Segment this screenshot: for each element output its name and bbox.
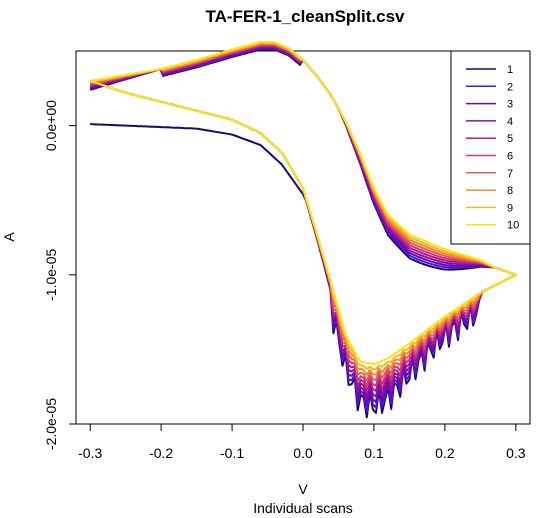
series-layer xyxy=(89,41,517,419)
x-tick-label: 0.3 xyxy=(506,445,526,461)
chart-subtitle: Individual scans xyxy=(253,500,353,516)
legend-label-2: 2 xyxy=(507,81,513,93)
x-axis: -0.3 -0.2 -0.1 0.0 0.1 0.2 0.3 xyxy=(78,423,526,461)
y-tick-label: -2.0e-05 xyxy=(43,398,59,450)
legend-label-5: 5 xyxy=(507,133,513,145)
x-tick-label: 0.1 xyxy=(364,445,384,461)
chart-title: TA-FER-1_cleanSplit.csv xyxy=(205,7,405,26)
y-axis-label: A xyxy=(1,232,17,242)
x-tick-label: 0.0 xyxy=(293,445,313,461)
y-tick-label: 0.0e+00 xyxy=(43,100,59,151)
legend-label-7: 7 xyxy=(507,168,513,180)
x-axis-label: V xyxy=(298,481,308,497)
legend-box xyxy=(450,50,531,245)
legend-label-3: 3 xyxy=(507,99,513,111)
x-tick-label: 0.2 xyxy=(435,445,455,461)
series-line-10 xyxy=(89,41,517,366)
legend-label-4: 4 xyxy=(507,116,513,128)
legend-label-8: 8 xyxy=(507,185,513,197)
x-tick-label: -0.2 xyxy=(149,445,173,461)
legend: 1 2 3 4 5 6 7 8 9 10 xyxy=(450,50,531,245)
legend-label-1: 1 xyxy=(507,64,513,76)
legend-label-6: 6 xyxy=(507,151,513,163)
y-tick-label: -1.0e-05 xyxy=(43,249,59,301)
y-axis: 0.0e+00 -1.0e-05 -2.0e-05 xyxy=(43,100,77,450)
x-tick-label: -0.1 xyxy=(220,445,244,461)
legend-label-10: 10 xyxy=(507,220,519,232)
legend-label-9: 9 xyxy=(507,202,513,214)
x-tick-label: -0.3 xyxy=(78,445,102,461)
